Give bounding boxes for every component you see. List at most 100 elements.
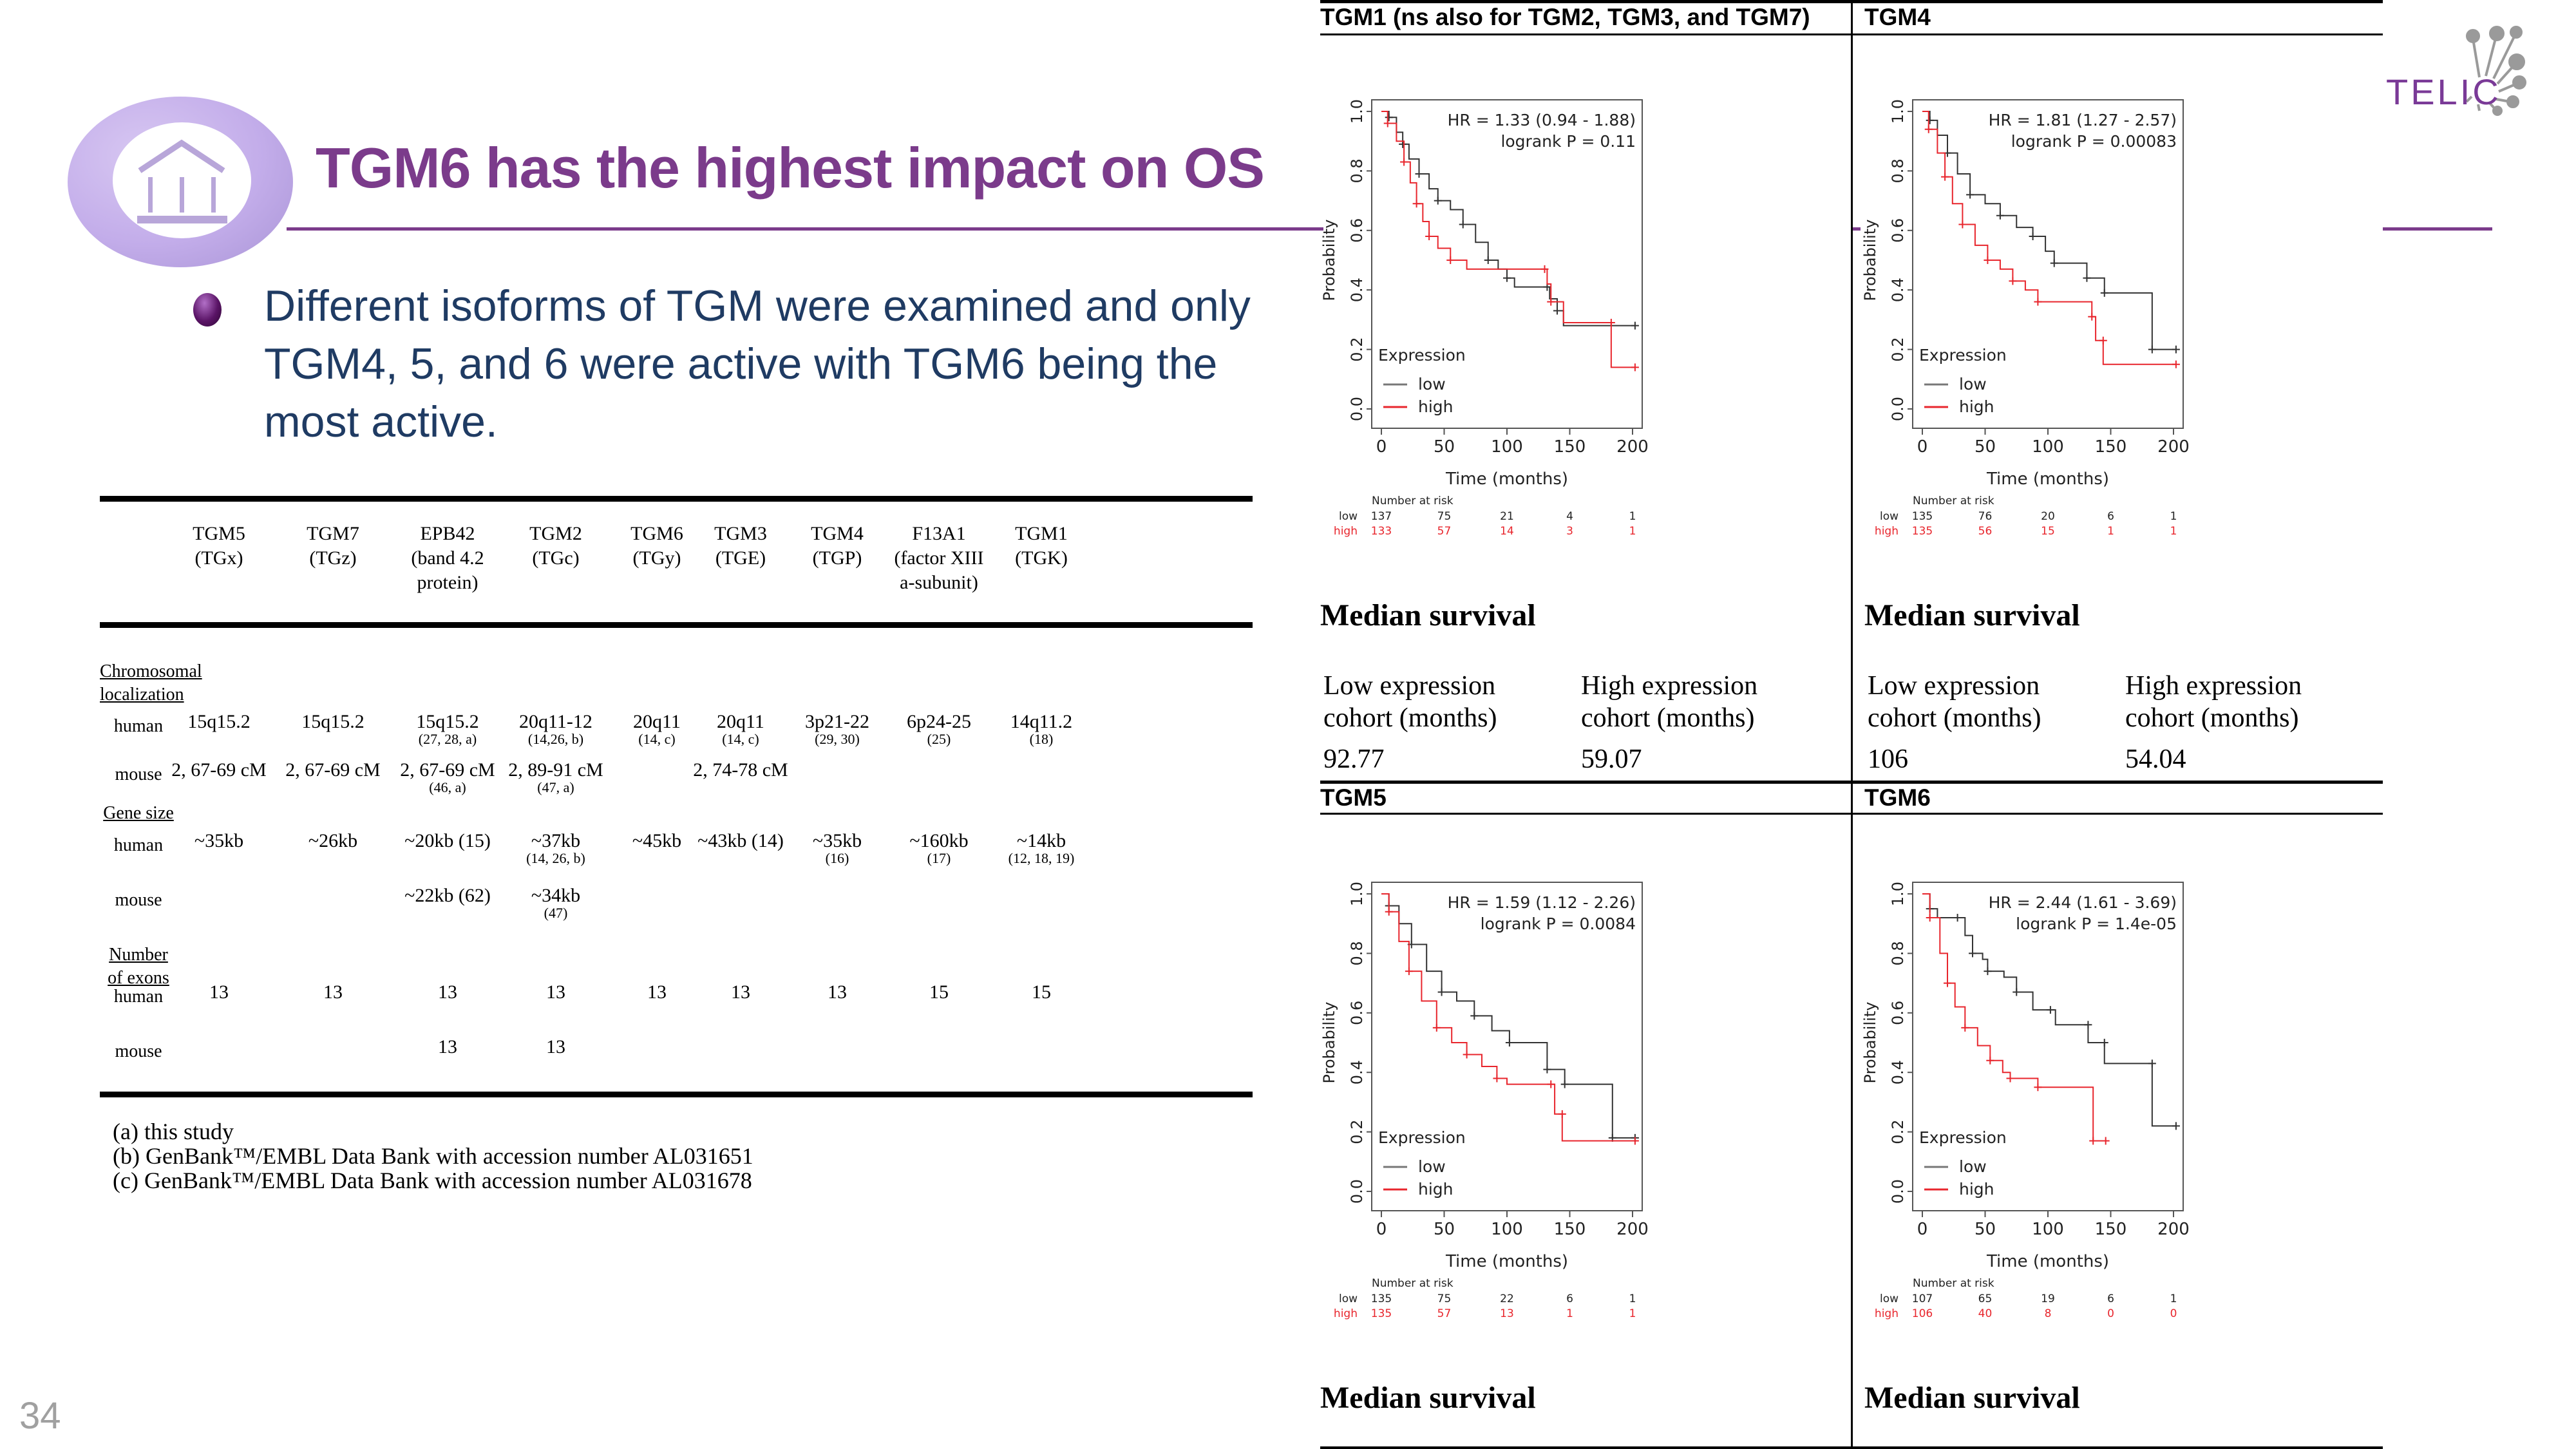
x-tick-label: 0 — [1917, 1220, 1928, 1239]
survival-curve-low — [1381, 893, 1635, 1139]
cell-value: 3p21-22 — [805, 711, 869, 732]
y-tick-label: 0.2 — [1348, 1120, 1366, 1144]
column-gene-name: TGM5 — [193, 523, 245, 544]
table-footnotes: (a) this study (b) GenBank™/EMBL Data Ba… — [113, 1119, 753, 1193]
risk-count-high: 15 — [2041, 525, 2055, 538]
risk-count-high: 8 — [2045, 1307, 2052, 1320]
risk-count-low: 135 — [1912, 510, 1933, 523]
cell-value: 13 — [647, 981, 667, 1003]
risk-count-high: 13 — [1500, 1307, 1514, 1320]
censor-mark-high — [1924, 125, 1933, 133]
telic-logo-icon — [2465, 26, 2526, 116]
risk-count-high: 0 — [2170, 1307, 2177, 1320]
y-tick-label: 0.6 — [1348, 218, 1366, 243]
column-header: TGM1 (TGK) — [983, 522, 1099, 571]
risk-count-low: 75 — [1437, 1293, 1452, 1305]
censor-mark-high — [2088, 312, 2096, 321]
column-gene-name: TGM2 — [529, 523, 582, 544]
cell-value: 20q11 — [717, 711, 764, 732]
title-divider-segment — [1852, 227, 1861, 231]
censor-mark-low — [2148, 345, 2156, 354]
risk-count-high: 3 — [1566, 525, 1573, 538]
column-gene-name: EPB42 — [420, 523, 475, 544]
risk-count-high: 40 — [1978, 1307, 1993, 1320]
censor-mark-low — [2172, 1122, 2180, 1130]
column-header: TGM2 (TGc) — [498, 522, 614, 571]
footnote-c: (c) GenBank™/EMBL Data Bank with accessi… — [113, 1168, 752, 1193]
column-protein-name: (TGc) — [532, 547, 580, 569]
legend-label-high: high — [1418, 397, 1454, 416]
censor-mark-low — [2083, 274, 2091, 282]
table-cell: ~37kb (14, 26, b) — [498, 831, 614, 866]
table-cell: 14q11.2 (18) — [983, 712, 1099, 747]
title-divider-right — [2383, 227, 2492, 231]
table-cell: ~160kb (17) — [881, 831, 997, 866]
table-cell: 15q15.2 — [275, 712, 391, 732]
table-top-rule — [100, 496, 1253, 502]
cell-value: ~14kb — [1016, 830, 1066, 851]
cell-reference: (47, a) — [537, 779, 574, 795]
column-header: F13A1 (factor XIII a-subunit) — [881, 522, 997, 595]
censor-mark-high — [1984, 256, 1992, 264]
median-title-tgm1: Median survival — [1320, 598, 1536, 632]
cell-value: ~35kb — [812, 830, 862, 851]
median-high-label-tgm1: High expression cohort (months) — [1581, 671, 1758, 733]
risk-count-low: 65 — [1978, 1293, 1993, 1305]
censor-mark-high — [2034, 1083, 2042, 1092]
cell-value: 13 — [546, 981, 565, 1003]
table-cell: ~20kb (15) — [390, 831, 506, 851]
risk-count-high: 135 — [1912, 525, 1933, 538]
x-axis-label: Time (months) — [1445, 1252, 1568, 1271]
censor-mark-high — [1986, 1056, 1994, 1065]
legend-title: Expression — [1919, 1128, 2007, 1147]
table-cell: 6p24-25 (25) — [881, 712, 997, 747]
column-gene-name: F13A1 — [912, 523, 966, 544]
row-label: human — [113, 987, 164, 1007]
table-cell: 15q15.2 — [161, 712, 277, 732]
risk-count-high: 0 — [2107, 1307, 2114, 1320]
legend-title: Expression — [1378, 346, 1466, 365]
column-gene-name: TGM7 — [307, 523, 359, 544]
y-tick-label: 1.0 — [1889, 99, 1907, 124]
bullet-text: Different isoforms of TGM were examined … — [264, 281, 1251, 446]
median-high-value-tgm4: 54.04 — [2125, 744, 2186, 774]
table-cell: 13 — [779, 983, 895, 1002]
cell-value: 20q11-12 — [519, 711, 592, 732]
column-protein-name: (TGE) — [715, 547, 766, 569]
row-label: mouse — [115, 890, 162, 910]
risk-row-label-low: low — [1339, 510, 1358, 523]
table-cell: 13 — [390, 983, 506, 1002]
censor-mark-high — [1631, 363, 1639, 372]
legend-label-high: high — [1959, 397, 1994, 416]
legend-title: Expression — [1378, 1128, 1466, 1147]
section-title: Number — [109, 945, 168, 965]
cell-value: 6p24-25 — [907, 711, 971, 732]
risk-row-label-low: low — [1880, 1293, 1899, 1305]
y-tick-label: 0.4 — [1348, 278, 1366, 302]
y-tick-label: 0.0 — [1889, 397, 1907, 421]
panel-title-tgm4: TGM4 — [1864, 4, 1931, 30]
legend-label-low: low — [1418, 1157, 1446, 1176]
section-title-cont: of exons — [108, 968, 169, 988]
median-low-label-tgm1: Low expression cohort (months) — [1323, 671, 1497, 733]
censor-mark-low — [2100, 1039, 2108, 1046]
censor-mark-low — [2029, 232, 2037, 241]
cell-value: 2, 74-78 cM — [693, 759, 788, 781]
cell-value: ~35kb — [194, 830, 244, 851]
censor-mark-high — [1385, 907, 1393, 916]
cell-value: 2, 67-69 cM — [171, 759, 267, 781]
x-tick-label: 50 — [1434, 437, 1455, 457]
median-high-label-tgm4: High expression cohort (months) — [2125, 671, 2302, 733]
table-cell: ~34kb (47) — [498, 886, 614, 921]
table-bottom-rule — [100, 1092, 1253, 1097]
median-low-value-tgm1: 92.77 — [1323, 744, 1385, 774]
cell-reference: (16) — [825, 850, 849, 866]
censor-mark-low — [1953, 913, 1962, 922]
y-tick-label: 0.2 — [1348, 337, 1366, 362]
y-tick-label: 0.4 — [1889, 278, 1907, 302]
censor-mark-high — [1547, 298, 1555, 306]
section-title: Gene size — [103, 803, 174, 823]
y-tick-label: 0.6 — [1889, 218, 1907, 243]
column-header: TGM4 (TGP) — [779, 522, 895, 571]
censor-mark-high — [1446, 256, 1455, 264]
